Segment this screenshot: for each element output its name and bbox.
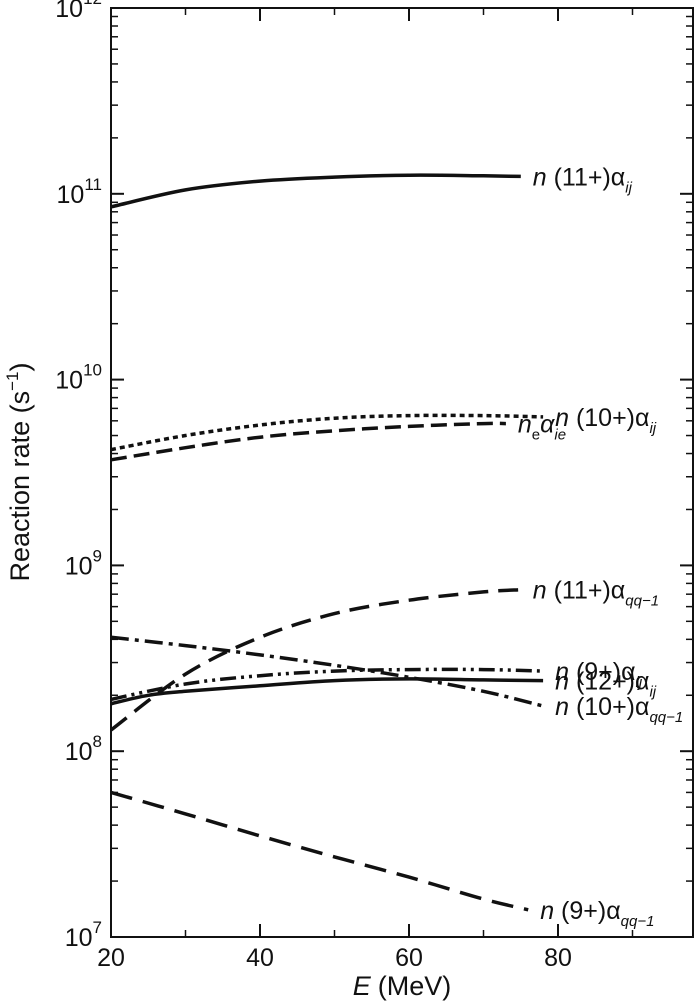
series-label-n10-aij: n (10+)αij bbox=[555, 404, 657, 437]
x-axis-title: E (MeV) bbox=[353, 971, 452, 1001]
y-tick-base: 10 bbox=[55, 367, 83, 395]
series-label-n: n bbox=[533, 163, 547, 191]
series-label-n9-aqq: n (9+)αqq−1 bbox=[540, 897, 654, 930]
series-lines bbox=[109, 173, 544, 912]
series-label-n9-aij: n (9+)αij bbox=[555, 658, 643, 691]
series-label-n12-aij: n (12+)αij bbox=[555, 668, 657, 701]
series-label-main: (9+)α bbox=[554, 897, 621, 925]
series-label-main: (10+)α bbox=[569, 693, 649, 721]
y-axis-unit-exponent: −1 bbox=[3, 372, 22, 391]
series-line-n12-aij bbox=[110, 677, 544, 706]
y-axis-title: Reaction rate (s−1) bbox=[3, 363, 35, 582]
series-label-main: (12+)α bbox=[569, 668, 649, 696]
series-label-n: n bbox=[540, 897, 554, 925]
series-label-n: n bbox=[555, 693, 569, 721]
series-label-n11-aij: n (11+)αij bbox=[533, 163, 633, 196]
x-tick-label: 80 bbox=[544, 944, 572, 972]
y-axis-label-close: ) bbox=[5, 363, 35, 372]
series-label-n: n bbox=[555, 404, 569, 432]
series-label-main: (9+)α bbox=[569, 658, 636, 686]
series-label-n: n bbox=[555, 668, 569, 696]
y-tick-base: 10 bbox=[57, 181, 85, 209]
series-line-n9-aqq bbox=[110, 790, 529, 912]
y-tick-exponent: 7 bbox=[93, 918, 102, 937]
series-label-sub: qq−1 bbox=[621, 913, 655, 930]
axis-ticks bbox=[110, 7, 693, 938]
series-label-n10-aqq: n (10+)αqq−1 bbox=[555, 693, 683, 726]
series-label-n: n bbox=[533, 577, 547, 605]
x-tick-label: 40 bbox=[246, 944, 274, 972]
series-line-n11-aqq bbox=[109, 587, 521, 732]
series-label-sub: qq−1 bbox=[625, 593, 659, 610]
y-tick-label: 1012 bbox=[55, 0, 102, 23]
x-axis-unit: (MeV) bbox=[378, 971, 452, 1001]
series-line-n11-aij bbox=[110, 173, 521, 209]
series-label-sub: qq−1 bbox=[649, 709, 683, 726]
y-tick-exponent: 12 bbox=[83, 0, 102, 8]
y-tick-base: 10 bbox=[65, 924, 93, 952]
series-label-sub: ij bbox=[649, 684, 656, 701]
y-tick-base: 10 bbox=[65, 552, 93, 580]
y-tick-label: 107 bbox=[65, 918, 102, 952]
series-label-sub: ij bbox=[636, 674, 643, 691]
x-tick-label: 60 bbox=[395, 944, 423, 972]
series-label-n11-aqq: n (11+)αqq−1 bbox=[533, 577, 659, 610]
series-line-n10-aij bbox=[110, 413, 544, 452]
y-tick-exponent: 8 bbox=[93, 732, 102, 751]
series-label-sub: ij bbox=[625, 179, 632, 196]
y-tick-label: 108 bbox=[65, 732, 102, 766]
series-label-main: (10+)α bbox=[569, 404, 649, 432]
y-axis-label: Reaction rate (s bbox=[5, 391, 35, 582]
y-tick-exponent: 11 bbox=[84, 175, 102, 194]
y-tick-base: 10 bbox=[65, 738, 93, 766]
axis-tick-labels: 10710810910101011101220406080 bbox=[55, 0, 572, 972]
series-label-sub: ie bbox=[554, 427, 566, 444]
series-label-n: n bbox=[555, 658, 569, 686]
y-tick-label: 109 bbox=[65, 546, 102, 580]
series-label-main: (11+)α bbox=[547, 163, 626, 191]
series-line-n9-aij bbox=[110, 667, 544, 702]
x-axis-variable: E bbox=[353, 971, 372, 1001]
series-label-e-sub: e bbox=[532, 427, 540, 444]
y-tick-label: 1010 bbox=[55, 361, 102, 395]
y-tick-base: 10 bbox=[55, 0, 83, 23]
y-tick-label: 1011 bbox=[57, 175, 102, 209]
series-line-ne-aie bbox=[110, 421, 506, 462]
y-tick-exponent: 9 bbox=[93, 546, 102, 565]
plot-frame bbox=[110, 7, 694, 938]
series-label-n: n bbox=[518, 411, 532, 439]
series-label-sub: ij bbox=[649, 420, 656, 437]
y-tick-exponent: 10 bbox=[83, 361, 102, 380]
series-label-ne-aie: neαie bbox=[518, 411, 566, 444]
x-tick-label: 20 bbox=[97, 944, 125, 972]
series-label-main: (11+)α bbox=[547, 577, 626, 605]
series-label-main: α bbox=[540, 411, 555, 439]
series-line-n10-aqq bbox=[110, 635, 544, 708]
